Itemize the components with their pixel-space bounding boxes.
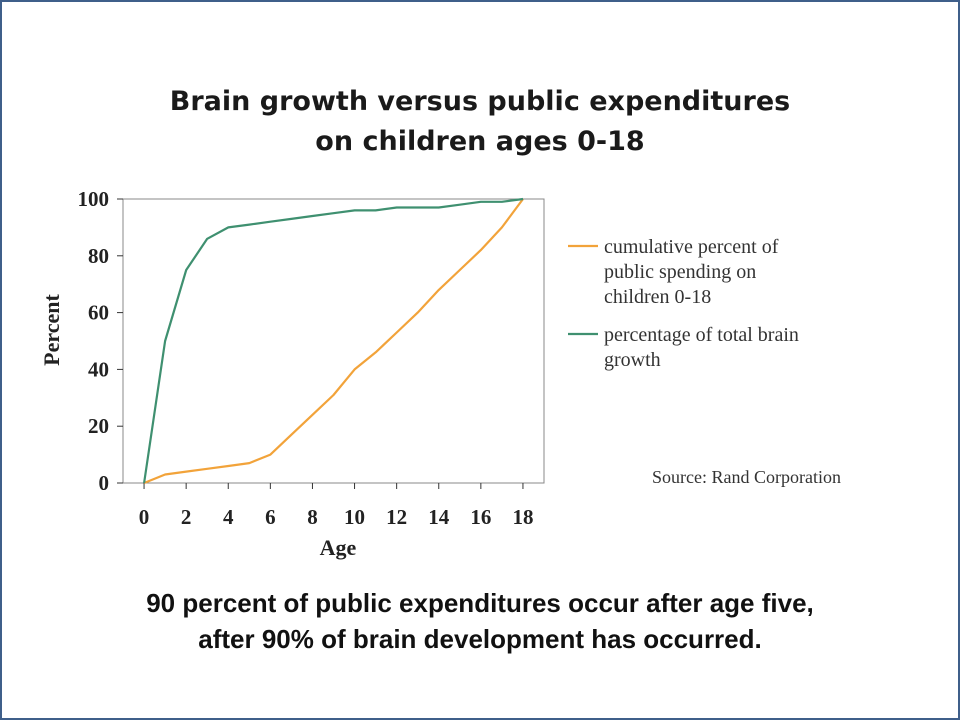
- footer-line-2: after 90% of brain development has occur…: [198, 624, 762, 654]
- title-line-1: Brain growth versus public expenditures: [169, 86, 791, 117]
- line-chart: 0 20 40 60 80 100 0 2 4 6 8 10 12 14 16 18 Age Percent cum…: [39, 187, 799, 560]
- y-tick-label: 80: [88, 244, 109, 268]
- x-tick-label: 12: [386, 505, 407, 529]
- x-tick-label: 6: [265, 505, 276, 529]
- x-tick-label: 14: [428, 505, 450, 529]
- legend-label-2: growth: [604, 349, 661, 371]
- y-tick-label: 100: [78, 187, 110, 211]
- series-line-1: [143, 198, 524, 485]
- legend-label-1: children 0-18: [604, 286, 711, 308]
- x-tick-label: 8: [307, 505, 318, 529]
- footer-caption: 90 percent of public expenditures occur …: [2, 585, 958, 657]
- series-line-2: [143, 197, 524, 484]
- legend-label-1: public spending on: [604, 261, 756, 283]
- legend-label-2: percentage of total brain: [604, 324, 799, 346]
- x-axis-title: Age: [320, 535, 357, 560]
- y-axis-title: Percent: [39, 294, 64, 366]
- title-line-2: on children ages 0-18: [315, 126, 645, 157]
- y-tick-label: 40: [88, 357, 109, 381]
- footer-line-1: 90 percent of public expenditures occur …: [146, 588, 814, 618]
- x-tick-label: 10: [344, 505, 365, 529]
- y-tick-label: 0: [99, 471, 110, 495]
- x-tick-label: 2: [181, 505, 192, 529]
- y-tick-label: 60: [88, 301, 109, 325]
- x-tick-label: 16: [470, 505, 491, 529]
- x-tick-label: 18: [512, 505, 533, 529]
- x-tick-label: 0: [139, 505, 150, 529]
- y-tick-label: 20: [88, 414, 109, 438]
- chart-title: Brain growth versus public expenditures …: [2, 82, 958, 162]
- plot-area-frame: [122, 198, 545, 484]
- source-note: Source: Rand Corporation: [652, 467, 841, 487]
- legend-label-1: cumulative percent of: [604, 236, 779, 258]
- x-tick-label: 4: [223, 505, 234, 529]
